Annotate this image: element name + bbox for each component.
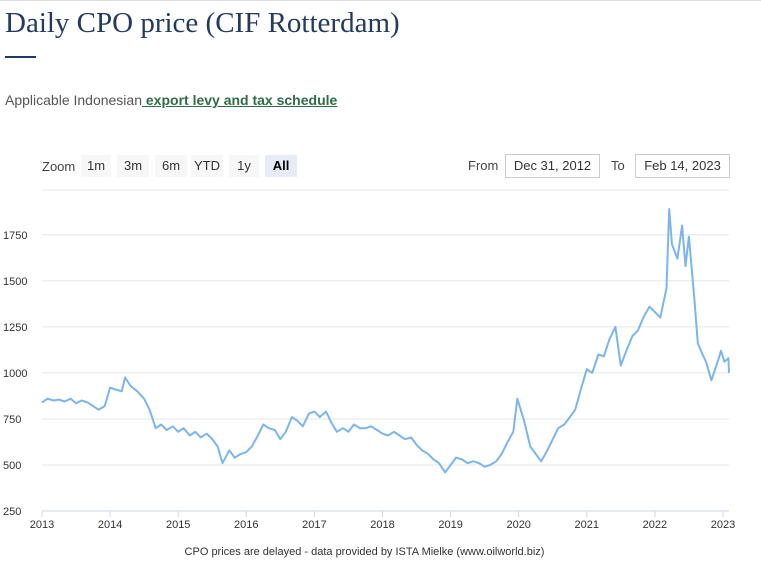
y-axis-ticks: 250 500 750 1000 1250 1500 1750 xyxy=(3,230,27,518)
zoom-all-button[interactable]: All xyxy=(265,155,297,177)
x-tick-label: 2013 xyxy=(30,519,54,531)
zoom-ytd-button[interactable]: YTD xyxy=(191,155,223,177)
x-tick-label: 2021 xyxy=(575,519,599,531)
levy-notice: Applicable Indonesian export levy and ta… xyxy=(5,92,337,108)
y-tick-label: 750 xyxy=(3,414,21,426)
x-tick-label: 2019 xyxy=(438,519,462,531)
levy-prefix: Applicable Indonesian xyxy=(5,92,142,108)
to-label: To xyxy=(611,158,625,173)
to-date-input[interactable]: Feb 14, 2023 xyxy=(635,154,730,178)
zoom-3m-button[interactable]: 3m xyxy=(117,155,149,177)
export-levy-link[interactable]: export levy and tax schedule xyxy=(142,92,338,108)
y-tick-label: 1500 xyxy=(3,276,27,288)
x-tick-label: 2017 xyxy=(302,519,326,531)
y-tick-label: 500 xyxy=(3,460,21,472)
data-source-note: CPO prices are delayed - data provided b… xyxy=(184,546,545,558)
x-tick-label: 2022 xyxy=(643,519,667,531)
x-tick-label: 2018 xyxy=(370,519,394,531)
y-tick-label: 250 xyxy=(3,506,21,518)
zoom-label: Zoom xyxy=(42,159,76,174)
x-tick-label: 2023 xyxy=(711,519,735,531)
x-tick-label: 2015 xyxy=(166,519,190,531)
y-tick-label: 1250 xyxy=(3,322,27,334)
y-tick-label: 1000 xyxy=(3,368,27,380)
page-title: Daily CPO price (CIF Rotterdam) xyxy=(5,7,400,39)
x-axis-ticks: 2013 2014 2015 2016 2017 2018 2019 2020 2021 2022… xyxy=(30,511,735,531)
from-label: From xyxy=(468,158,499,173)
x-tick-label: 2014 xyxy=(98,519,122,531)
zoom-1m-button[interactable]: 1m xyxy=(81,155,111,177)
y-tick-label: 1750 xyxy=(3,230,27,242)
zoom-1y-button[interactable]: 1y xyxy=(229,155,259,177)
x-tick-label: 2020 xyxy=(506,519,530,531)
grid-lines xyxy=(42,234,729,466)
from-date-input[interactable]: Dec 31, 2012 xyxy=(505,154,600,178)
title-underline xyxy=(5,56,36,58)
x-tick-label: 2016 xyxy=(234,519,258,531)
zoom-6m-button[interactable]: 6m xyxy=(155,155,187,177)
cpo-price-line xyxy=(41,208,730,474)
top-divider xyxy=(0,0,761,1)
